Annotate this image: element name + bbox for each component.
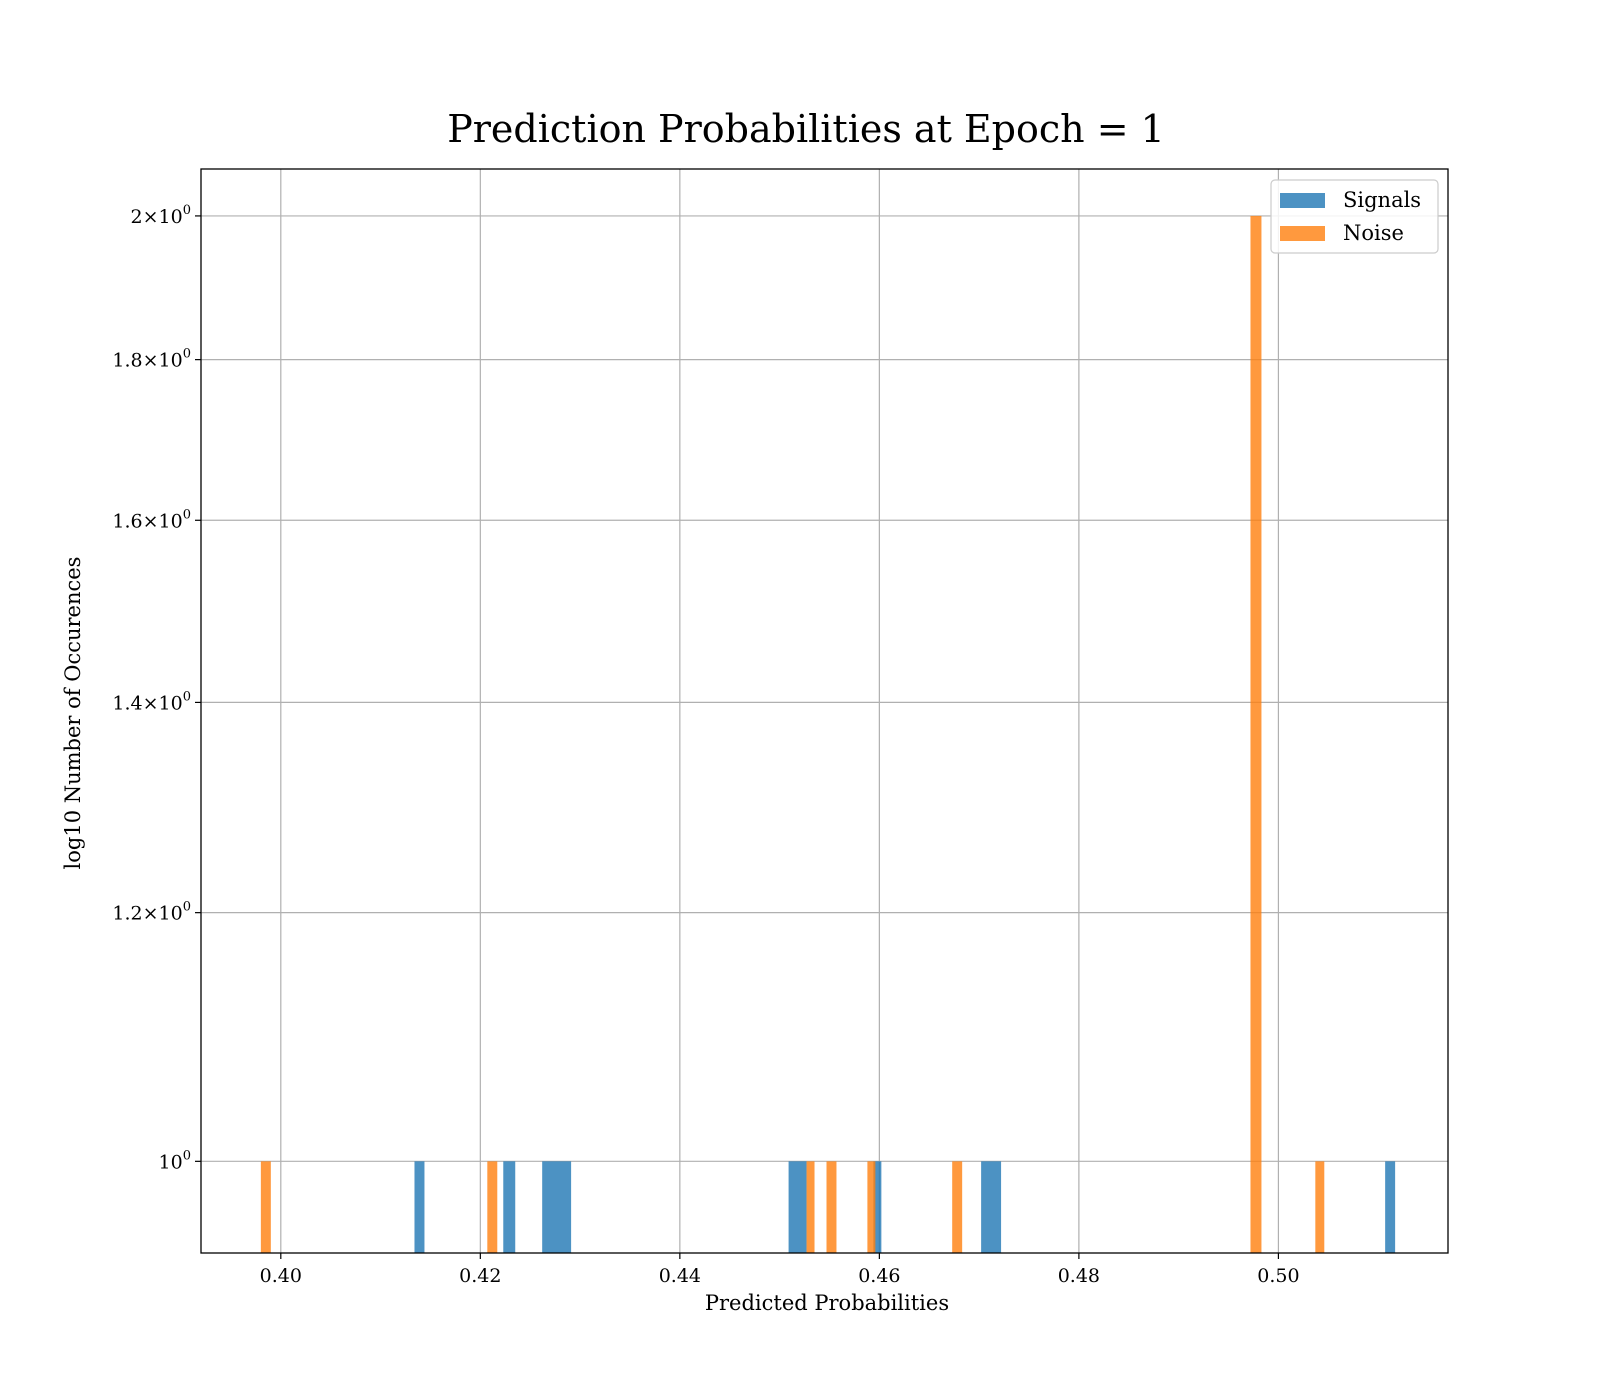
legend-label-signals: Signals [1343, 188, 1421, 212]
y-tick-label: 1.4×100 [112, 689, 191, 714]
noise-bar [1315, 1161, 1325, 1253]
grid-lines [201, 169, 1448, 1253]
x-tick-label: 0.40 [260, 1265, 302, 1287]
legend-label-noise: Noise [1343, 221, 1404, 245]
y-tick-label: 1.8×100 [112, 347, 191, 372]
histogram-bars [260, 215, 1396, 1254]
signals-bar [788, 1161, 807, 1253]
signals-bar [414, 1161, 425, 1253]
x-axis-ticks: 0.40 0.42 0.44 0.46 0.48 0.50 [260, 1253, 1300, 1287]
noise-bar [806, 1161, 815, 1253]
chart-title: Prediction Probabilities at Epoch = 1 [447, 107, 1165, 151]
signals-bar [503, 1161, 516, 1253]
y-axis-ticks: 100 1.2×100 1.4×100 1.6×100 1.8×100 2×100 [112, 203, 201, 1173]
legend-swatch-signals [1280, 193, 1325, 208]
y-tick-label: 1.6×100 [112, 507, 191, 532]
legend: Signals Noise [1270, 179, 1439, 254]
signals-bar [873, 1161, 882, 1253]
noise-bar [1250, 215, 1262, 1254]
noise-bar [867, 1161, 876, 1253]
x-axis-label: Predicted Probabilities [705, 1291, 949, 1315]
x-tick-label: 0.46 [858, 1265, 900, 1287]
y-tick-label: 2×100 [131, 203, 191, 228]
legend-swatch-noise [1280, 226, 1325, 241]
signals-bar [1385, 1161, 1396, 1253]
noise-bar [260, 1161, 271, 1253]
x-tick-label: 0.42 [459, 1265, 501, 1287]
y-tick-label: 100 [159, 1148, 191, 1173]
x-tick-label: 0.48 [1058, 1265, 1100, 1287]
plot-frame [200, 168, 1449, 1254]
noise-bar [952, 1161, 963, 1253]
x-tick-label: 0.50 [1257, 1265, 1299, 1287]
noise-bar [487, 1161, 498, 1253]
x-tick-label: 0.44 [659, 1265, 701, 1287]
signals-bar [542, 1161, 572, 1253]
y-axis-label: log10 Number of Occurences [61, 557, 85, 870]
noise-bar [826, 1161, 837, 1253]
y-tick-label: 1.2×100 [112, 900, 191, 925]
signals-bar [981, 1161, 1002, 1253]
